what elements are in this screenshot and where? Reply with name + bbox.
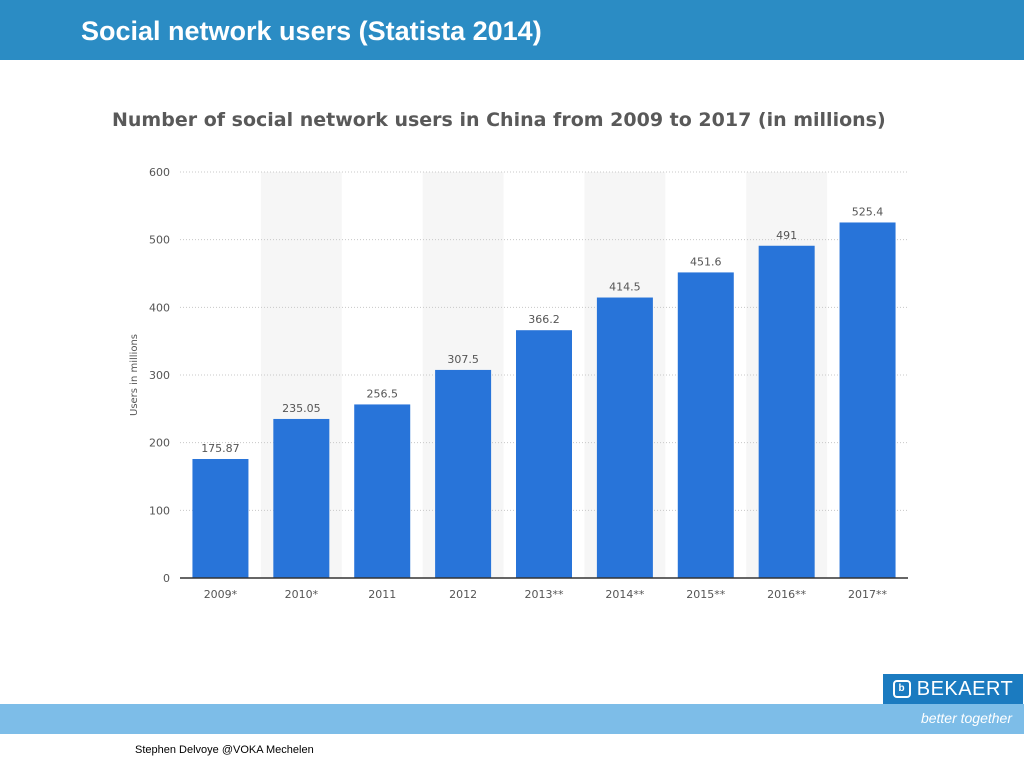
bar	[192, 458, 249, 578]
bar	[839, 222, 896, 578]
y-tick-label: 200	[149, 437, 170, 450]
header-bar: Social network users (Statista 2014)	[0, 0, 1024, 60]
data-label: 256.5	[366, 387, 398, 400]
tagline: better together	[920, 710, 1012, 726]
data-label: 307.5	[447, 353, 479, 366]
x-tick-label: 2011	[368, 588, 396, 601]
y-tick-label: 0	[163, 572, 170, 585]
bar	[516, 330, 572, 578]
x-tick-label: 2010*	[285, 588, 319, 601]
y-tick-label: 600	[149, 166, 170, 179]
bar	[596, 297, 653, 578]
y-axis-label: Users in millions	[129, 334, 140, 416]
x-tick-label: 2017**	[848, 588, 887, 601]
footer-band	[0, 704, 1024, 734]
x-tick-label: 2016**	[767, 588, 806, 601]
x-tick-label: 2012	[449, 588, 477, 601]
data-label: 235.05	[282, 402, 321, 415]
bar	[273, 418, 330, 578]
logo-text: BEKAERT	[916, 677, 1014, 700]
x-tick-label: 2009*	[204, 588, 238, 601]
y-tick-label: 100	[149, 504, 170, 517]
bar	[435, 369, 492, 578]
bar	[758, 245, 815, 579]
bar	[677, 272, 734, 578]
x-tick-label: 2013**	[525, 588, 564, 601]
bekaert-logo: b BEKAERT	[883, 674, 1023, 704]
logo-mark-icon: b	[892, 680, 911, 698]
y-tick-label: 400	[149, 301, 170, 314]
slide-title: Social network users (Statista 2014)	[81, 16, 542, 46]
data-label: 525.4	[852, 205, 884, 218]
bar	[354, 404, 411, 578]
data-label: 451.6	[690, 255, 722, 268]
data-label: 414.5	[609, 281, 641, 294]
x-tick-label: 2014**	[605, 588, 644, 601]
data-label: 491	[776, 229, 797, 242]
footer-credit: Stephen Delvoye @VOKA Mechelen	[135, 744, 314, 756]
data-label: 175.87	[201, 442, 240, 455]
y-tick-label: 500	[149, 234, 170, 247]
chart-title: Number of social network users in China …	[112, 109, 886, 131]
data-label: 366.2	[528, 313, 560, 326]
y-tick-label: 300	[149, 369, 170, 382]
x-tick-label: 2015**	[686, 588, 725, 601]
